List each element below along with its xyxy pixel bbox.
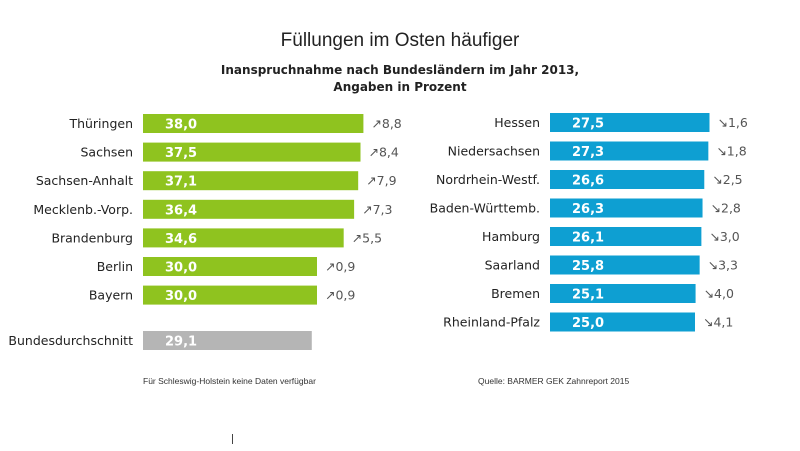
bar — [143, 228, 344, 248]
bar — [143, 199, 355, 219]
value-label: 27,3 — [572, 145, 604, 160]
value-label: 26,1 — [572, 231, 604, 246]
subtitle-line-2: Angaben in Prozent — [333, 80, 467, 94]
category-label: Mecklenb.-Vorp. — [33, 202, 133, 217]
delta-label: ↘1,8 — [716, 144, 746, 159]
delta-label: ↘3,0 — [709, 229, 739, 244]
source-note: Quelle: BARMER GEK Zahnreport 2015 — [478, 376, 630, 386]
delta-label: ↗0,9 — [325, 288, 355, 303]
value-label: 37,1 — [165, 175, 197, 190]
value-label: 27,5 — [572, 117, 604, 132]
bar — [550, 198, 703, 218]
value-label: 30,0 — [165, 289, 197, 304]
delta-label: ↗5,5 — [352, 230, 382, 245]
value-label: 26,6 — [572, 174, 604, 189]
category-label: Sachsen-Anhalt — [36, 173, 133, 188]
value-label: 25,8 — [572, 259, 604, 274]
delta-label: ↘3,3 — [708, 258, 738, 273]
delta-label: ↘4,0 — [704, 286, 734, 301]
chart-subtitle: Inanspruchnahme nach Bundesländern im Ja… — [0, 62, 800, 96]
delta-label: ↘1,6 — [718, 115, 748, 130]
bar — [550, 284, 696, 303]
bar — [143, 285, 317, 305]
bar — [143, 171, 359, 191]
value-label: 36,4 — [165, 203, 197, 218]
value-label: 38,0 — [165, 118, 197, 133]
bar — [550, 255, 700, 275]
category-label: Rheinland-Pfalz — [443, 315, 540, 330]
average-bar — [143, 331, 312, 350]
delta-label: ↗7,9 — [366, 173, 396, 188]
category-label: Hessen — [494, 115, 540, 130]
value-label: 25,1 — [572, 288, 604, 303]
bar — [143, 142, 361, 162]
category-label: Nordrhein-Westf. — [436, 172, 540, 187]
category-label: Bremen — [491, 286, 540, 301]
category-label: Bundesdurchschnitt — [8, 333, 133, 348]
bar — [550, 227, 702, 246]
category-label: Brandenburg — [51, 230, 133, 245]
value-label: 29,1 — [165, 335, 197, 350]
chart-title: Füllungen im Osten häufiger — [280, 30, 520, 51]
category-label: Hamburg — [482, 229, 540, 244]
category-label: Baden-Württemb. — [430, 201, 540, 216]
delta-label: ↘2,5 — [712, 172, 742, 187]
value-label: 30,0 — [165, 261, 197, 276]
category-label: Berlin — [97, 259, 133, 274]
divider-mark — [232, 434, 233, 444]
bar — [143, 114, 364, 133]
bar — [143, 257, 317, 276]
delta-label: ↘2,8 — [711, 201, 741, 216]
category-label: Sachsen — [80, 145, 133, 160]
category-label: Niedersachsen — [448, 144, 540, 159]
value-label: 26,3 — [572, 202, 604, 217]
bar — [550, 113, 710, 132]
category-label: Bayern — [89, 288, 133, 303]
value-label: 34,6 — [165, 232, 197, 247]
delta-label: ↗8,4 — [369, 145, 399, 160]
footnote-no-data: Für Schleswig-Holstein keine Daten verfü… — [143, 376, 316, 386]
category-label: Saarland — [485, 258, 540, 273]
value-label: 37,5 — [165, 146, 197, 161]
bar — [550, 141, 709, 161]
value-label: 25,0 — [572, 316, 604, 331]
delta-label: ↗0,9 — [325, 259, 355, 274]
subtitle-line-1: Inanspruchnahme nach Bundesländern im Ja… — [220, 63, 580, 77]
delta-label: ↗8,8 — [371, 116, 401, 131]
delta-label: ↗7,3 — [362, 202, 392, 217]
category-label: Thüringen — [68, 116, 133, 131]
delta-label: ↘4,1 — [703, 315, 733, 330]
bar — [550, 170, 705, 189]
bar — [550, 312, 695, 332]
